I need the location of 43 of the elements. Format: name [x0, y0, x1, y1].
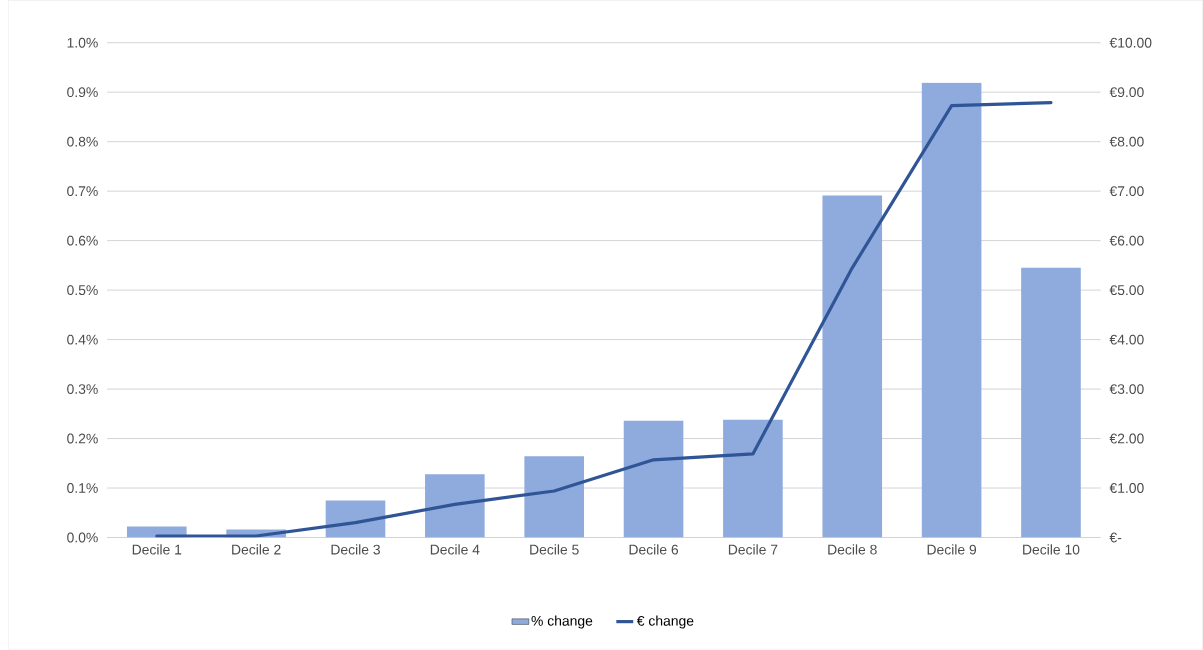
y2-tick-label: €2.00 [1109, 433, 1144, 444]
y2-tick-label: €- [1109, 532, 1122, 543]
x-tick-label: Decile 3 [331, 544, 380, 555]
x-tick-label: Decile 2 [232, 544, 281, 555]
y2-tick-label: €8.00 [1109, 136, 1144, 147]
y2-tick-label: €1.00 [1109, 483, 1144, 494]
y-tick-label: 0.5% [67, 285, 98, 296]
y-tick-label: 0.6% [67, 235, 98, 246]
x-tick-label: Decile 4 [430, 544, 480, 555]
y-tick-label: 1.0% [67, 37, 98, 48]
y-tick-label: 0.4% [67, 334, 98, 345]
legend-label: % change [531, 615, 593, 629]
line-series [155, 101, 1053, 538]
legend-label: € change [636, 615, 694, 629]
y2-tick-label: €5.00 [1109, 285, 1144, 296]
y2-tick-label: €9.00 [1109, 87, 1144, 98]
y-tick-label: 0.3% [67, 384, 98, 395]
y-tick-label: 0.8% [67, 136, 98, 147]
x-tick-label: Decile 5 [530, 544, 579, 555]
bar [921, 82, 982, 538]
x-tick-label: Decile 8 [828, 544, 877, 555]
y-tick-label: 0.1% [67, 483, 98, 494]
y2-tick-label: €6.00 [1109, 235, 1144, 246]
bar [822, 195, 883, 538]
x-tick-label: Decile 10 [1023, 544, 1080, 555]
x-tick-label: Decile 9 [927, 544, 977, 555]
y-tick-label: 0.0% [67, 532, 98, 543]
x-tick-label: Decile 1 [132, 544, 182, 555]
x-tick-label: Decile 6 [629, 544, 679, 555]
bar [623, 420, 684, 538]
y-tick-label: 0.2% [67, 433, 98, 444]
bar [524, 456, 584, 538]
bar [723, 419, 783, 538]
y2-tick-label: €3.00 [1109, 384, 1144, 395]
y2-tick-label: €4.00 [1109, 334, 1144, 345]
bar [325, 500, 386, 538]
y2-tick-label: €7.00 [1109, 186, 1144, 197]
bar [425, 474, 485, 538]
x-tick-label: Decile 7 [728, 544, 778, 555]
bar [1021, 267, 1081, 538]
y-tick-label: 0.9% [67, 87, 98, 98]
y2-tick-label: €10.00 [1109, 37, 1152, 48]
y-tick-label: 0.7% [67, 186, 98, 197]
